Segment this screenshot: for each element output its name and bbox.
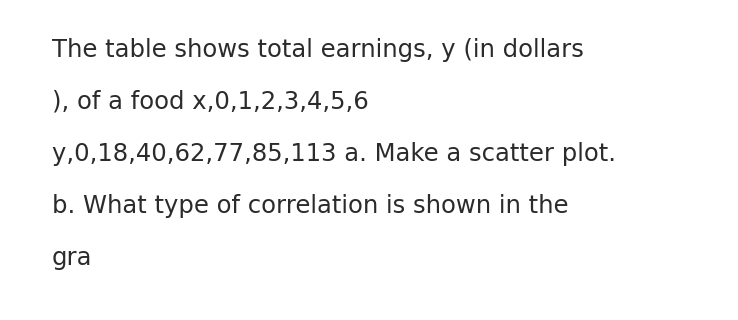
Text: The table shows total earnings, y (in dollars: The table shows total earnings, y (in do…: [52, 38, 584, 62]
Text: b. What type of correlation is shown in the: b. What type of correlation is shown in …: [52, 194, 568, 218]
Text: ), of a food x,0,1,2,3,4,5,6: ), of a food x,0,1,2,3,4,5,6: [52, 90, 369, 114]
Text: y,0,18,40,62,77,85,113 a. Make a scatter plot.: y,0,18,40,62,77,85,113 a. Make a scatter…: [52, 142, 616, 166]
Text: gra: gra: [52, 246, 92, 270]
